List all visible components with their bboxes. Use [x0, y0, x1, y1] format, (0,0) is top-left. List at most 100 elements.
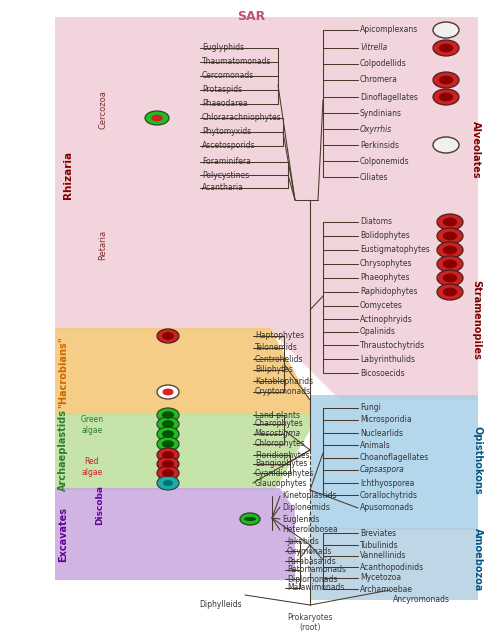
Text: Green
algae: Green algae [80, 415, 104, 435]
Text: Opalinids: Opalinids [360, 328, 396, 337]
Ellipse shape [439, 93, 453, 102]
Text: Ichthyosporea: Ichthyosporea [360, 479, 414, 488]
Text: Phaeodarea: Phaeodarea [202, 100, 247, 109]
Text: (root): (root) [299, 623, 321, 632]
Text: Breviates: Breviates [360, 528, 396, 537]
Ellipse shape [443, 274, 457, 283]
Text: Katablepharids: Katablepharids [255, 377, 313, 385]
Text: Red
algae: Red algae [81, 457, 103, 477]
Text: Phytomyxids: Phytomyxids [202, 128, 252, 137]
Text: "Hacrobians": "Hacrobians" [58, 336, 68, 408]
Text: Chrysophytes: Chrysophytes [360, 260, 412, 269]
Text: Glaucophytes: Glaucophytes [255, 479, 307, 488]
Text: Heterolobosea: Heterolobosea [282, 526, 338, 535]
Ellipse shape [157, 417, 179, 431]
Ellipse shape [163, 480, 173, 486]
Text: Tubulinids: Tubulinids [360, 540, 398, 549]
Text: Dinoflagellates: Dinoflagellates [360, 93, 418, 102]
Text: Colpodellids: Colpodellids [360, 60, 407, 69]
Text: Charophytes: Charophytes [255, 420, 304, 429]
Ellipse shape [162, 469, 174, 477]
Ellipse shape [162, 389, 174, 396]
Text: Vitrella: Vitrella [360, 44, 387, 53]
Text: Mesostigma: Mesostigma [255, 429, 301, 439]
Text: Archaeplastids: Archaeplastids [58, 409, 68, 491]
Text: Bicosoecids: Bicosoecids [360, 368, 404, 377]
Text: Oxyrrhis: Oxyrrhis [360, 124, 392, 133]
Ellipse shape [437, 284, 463, 300]
Text: Foraminifera: Foraminifera [202, 157, 251, 166]
Text: Parabasalids: Parabasalids [287, 556, 336, 566]
Ellipse shape [437, 228, 463, 244]
Text: Euglyphids: Euglyphids [202, 44, 244, 53]
Ellipse shape [437, 270, 463, 286]
Text: Capsaspora: Capsaspora [360, 465, 405, 474]
Text: Syndinians: Syndinians [360, 109, 402, 117]
Ellipse shape [162, 460, 174, 468]
Text: Stramenopiles: Stramenopiles [471, 280, 481, 360]
Text: Jakobids: Jakobids [287, 537, 319, 545]
Text: Eustigmatophytes: Eustigmatophytes [360, 246, 430, 255]
Text: Bolidophytes: Bolidophytes [360, 232, 410, 241]
Ellipse shape [433, 137, 459, 153]
Text: Vannellinids: Vannellinids [360, 552, 406, 561]
Text: Kinetoplastids: Kinetoplastids [282, 491, 337, 500]
Text: Protaspids: Protaspids [202, 86, 242, 95]
Text: Oomycetes: Oomycetes [360, 302, 403, 311]
Text: Nuclearlids: Nuclearlids [360, 429, 403, 438]
Ellipse shape [162, 440, 174, 448]
Text: Floridiophytes: Floridiophytes [255, 450, 309, 460]
Ellipse shape [157, 457, 179, 471]
Text: Euglenids: Euglenids [282, 514, 319, 523]
Ellipse shape [240, 513, 260, 525]
Ellipse shape [162, 411, 174, 419]
Ellipse shape [443, 246, 457, 255]
Ellipse shape [443, 288, 457, 297]
Ellipse shape [157, 427, 179, 441]
Text: Discoba: Discoba [96, 485, 105, 525]
Ellipse shape [437, 256, 463, 272]
Text: Retaria: Retaria [99, 230, 108, 260]
Ellipse shape [157, 437, 179, 451]
Ellipse shape [157, 385, 179, 399]
Ellipse shape [157, 476, 179, 490]
Ellipse shape [437, 214, 463, 230]
Text: Oxymonads: Oxymonads [287, 547, 332, 556]
Ellipse shape [157, 408, 179, 422]
Text: Apicomplexans: Apicomplexans [360, 25, 418, 34]
Text: Choanoflagellates: Choanoflagellates [360, 453, 429, 462]
Text: Excavates: Excavates [58, 507, 68, 563]
Polygon shape [55, 328, 310, 415]
Text: Ciliates: Ciliates [360, 173, 388, 182]
Text: Chlorophytes: Chlorophytes [255, 439, 306, 448]
Ellipse shape [244, 517, 256, 521]
Text: Cercomonads: Cercomonads [202, 72, 254, 81]
Text: Mycetozoa: Mycetozoa [360, 573, 401, 582]
Text: Cryptomonads: Cryptomonads [255, 387, 311, 396]
Text: Chlorarachniophytes: Chlorarachniophytes [202, 114, 282, 123]
Ellipse shape [151, 115, 163, 121]
Text: Cyanidiophytes: Cyanidiophytes [255, 469, 314, 478]
Text: Opisthokons: Opisthokons [473, 425, 483, 494]
Ellipse shape [439, 44, 453, 53]
Text: Archamoebae: Archamoebae [360, 584, 413, 594]
Text: Diplomonads: Diplomonads [287, 575, 338, 584]
Text: Diatoms: Diatoms [360, 218, 392, 227]
Text: Diphylleids: Diphylleids [199, 600, 242, 609]
Text: Colponemids: Colponemids [360, 156, 409, 166]
Text: Bangiophytes: Bangiophytes [255, 460, 307, 469]
Text: Acanthopodinids: Acanthopodinids [360, 563, 424, 572]
Ellipse shape [433, 40, 459, 56]
Text: Telonemids: Telonemids [255, 344, 298, 352]
Polygon shape [310, 528, 478, 600]
Polygon shape [55, 413, 310, 490]
Ellipse shape [433, 89, 459, 105]
Ellipse shape [162, 332, 174, 340]
Text: Malawimonads: Malawimonads [287, 584, 345, 592]
Text: Polycystines: Polycystines [202, 171, 249, 180]
Text: Alveolates: Alveolates [471, 121, 481, 179]
Text: Prokaryotes: Prokaryotes [287, 613, 333, 622]
Ellipse shape [162, 430, 174, 438]
Ellipse shape [437, 242, 463, 258]
Ellipse shape [162, 451, 174, 459]
